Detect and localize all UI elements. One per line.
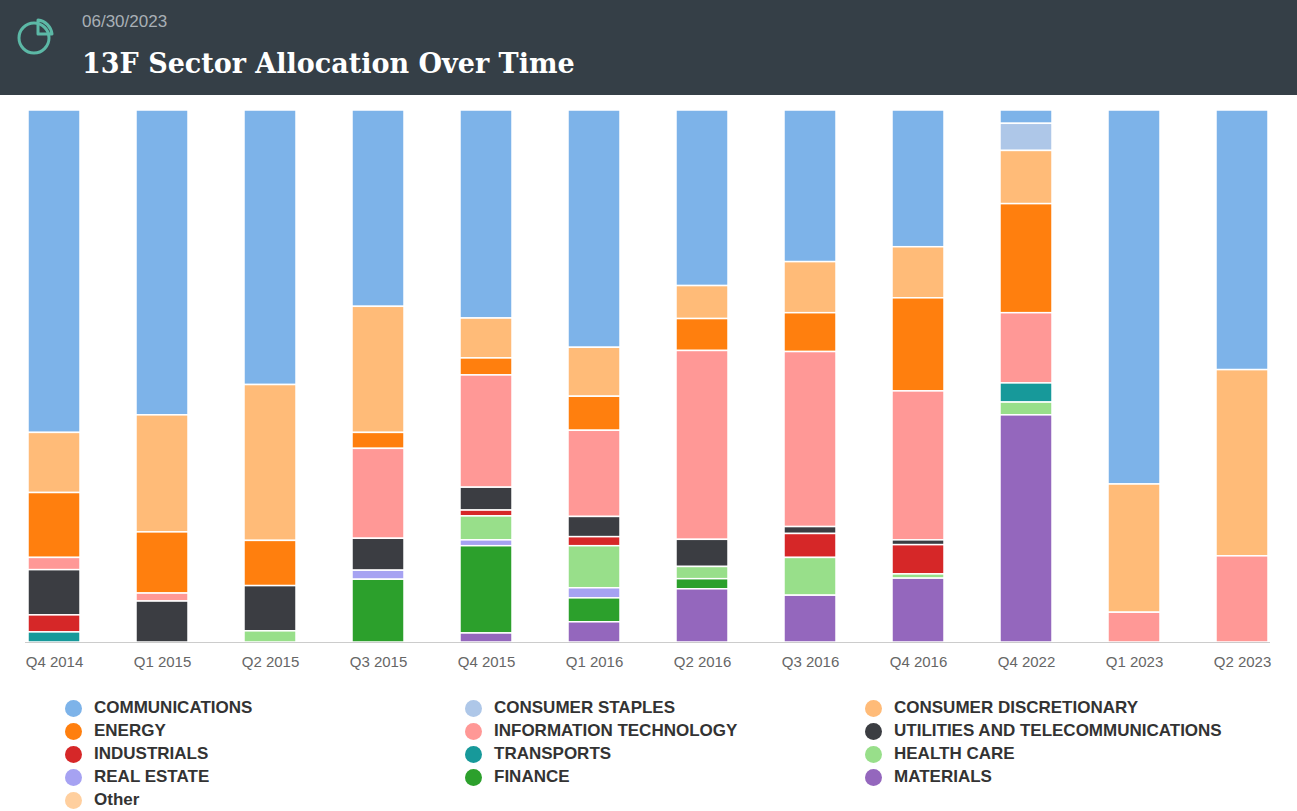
- svg-text:Q4 2022: Q4 2022: [998, 653, 1056, 670]
- svg-text:Q4 2016: Q4 2016: [890, 653, 948, 670]
- html-text:ENERGY: ENERGY: [94, 721, 166, 740]
- svg-text:Q4 2015: Q4 2015: [458, 653, 516, 670]
- html-text:COMMUNICATIONS: COMMUNICATIONS: [94, 698, 253, 717]
- html-text:CONSUMER STAPLES: CONSUMER STAPLES: [494, 698, 675, 717]
- html-text:INDUSTRIALS: INDUSTRIALS: [94, 744, 209, 763]
- svg-text:Q3 2015: Q3 2015: [350, 653, 408, 670]
- html-text:13F Sector Allocation Over Tim: 13F Sector Allocation Over Time: [82, 48, 575, 79]
- html-text:CONSUMER DISCRETIONARY: CONSUMER DISCRETIONARY: [894, 698, 1138, 717]
- svg-text:Q1 2016: Q1 2016: [566, 653, 624, 670]
- svg-text:Q2 2016: Q2 2016: [674, 653, 732, 670]
- html-text:Other: Other: [94, 790, 140, 809]
- svg-text:Q1 2015: Q1 2015: [134, 653, 192, 670]
- svg-text:Q3 2016: Q3 2016: [782, 653, 840, 670]
- svg-text:Q1 2023: Q1 2023: [1106, 653, 1164, 670]
- svg-text:Q2 2015: Q2 2015: [242, 653, 300, 670]
- html-text:06/30/2023: 06/30/2023: [82, 12, 168, 31]
- svg-text:Q4 2014: Q4 2014: [26, 653, 84, 670]
- html-text:MATERIALS: MATERIALS: [894, 767, 992, 786]
- html-text:INFORMATION TECHNOLOGY: INFORMATION TECHNOLOGY: [494, 721, 738, 740]
- html-text:TRANSPORTS: TRANSPORTS: [494, 744, 612, 763]
- html-text:HEALTH CARE: HEALTH CARE: [894, 744, 1015, 763]
- html-text:FINANCE: FINANCE: [494, 767, 570, 786]
- html-text:REAL ESTATE: REAL ESTATE: [94, 767, 210, 786]
- svg-text:Q2 2023: Q2 2023: [1214, 653, 1272, 670]
- html-text:UTILITIES AND TELECOMMUNICATIO: UTILITIES AND TELECOMMUNICATIONS: [894, 721, 1222, 740]
